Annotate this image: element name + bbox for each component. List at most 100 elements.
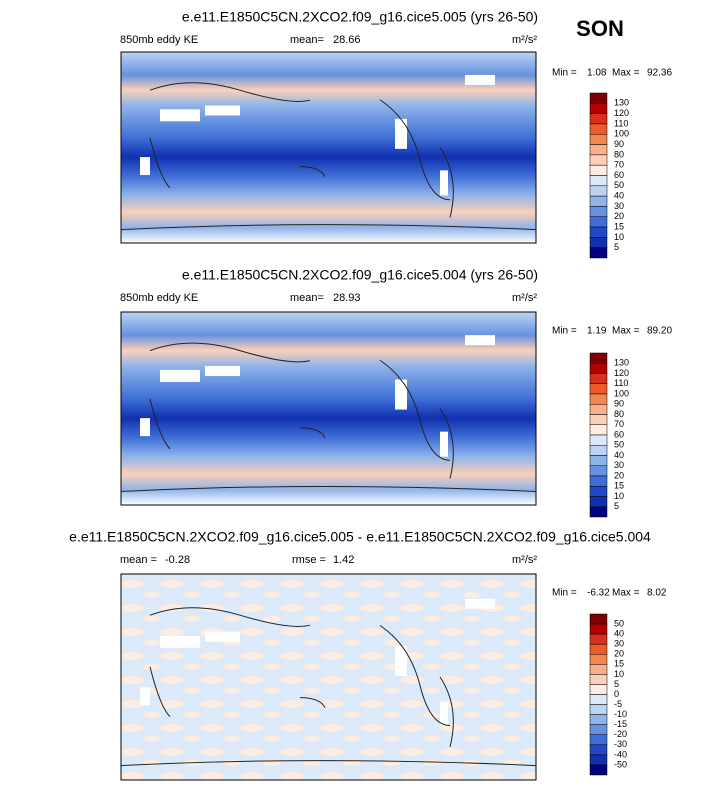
- colorbar-box: [589, 404, 608, 415]
- land-mask: [140, 157, 150, 176]
- colorbar-box: [589, 714, 608, 725]
- colorbar-box: [589, 724, 608, 735]
- units: m²/s²: [512, 554, 537, 566]
- colorbar-label: -30: [614, 739, 627, 749]
- max-label: Max =: [612, 68, 640, 79]
- land-mask: [205, 105, 240, 116]
- land-mask: [465, 335, 495, 346]
- colorbar-box: [589, 424, 608, 436]
- colorbar-label: 40: [614, 629, 624, 639]
- units: m²/s²: [512, 292, 537, 304]
- colorbar-box: [589, 643, 608, 655]
- colorbar-box: [589, 654, 608, 665]
- colorbar-label: 80: [614, 149, 624, 159]
- land-mask: [440, 170, 448, 196]
- min-label: Min =: [552, 588, 577, 599]
- colorbar-box: [589, 496, 608, 507]
- colorbar-box: [589, 247, 608, 259]
- colorbar-box: [589, 383, 608, 395]
- stat-label: mean=: [290, 292, 324, 304]
- colorbar-box: [589, 613, 608, 625]
- min-value: 1.08: [587, 68, 607, 79]
- land-mask: [160, 635, 200, 648]
- land-mask: [465, 74, 495, 85]
- land-mask: [395, 379, 407, 410]
- stat-value: 1.42: [333, 554, 354, 566]
- min-value: -6.32: [587, 588, 610, 599]
- colorbar-box: [589, 363, 608, 374]
- colorbar-box: [589, 694, 608, 705]
- stat-label: mean=: [290, 34, 324, 46]
- colorbar-label: 40: [614, 450, 624, 460]
- colorbar-box: [589, 754, 608, 766]
- colorbar-label: 80: [614, 409, 624, 419]
- land-mask: [205, 631, 240, 642]
- colorbar-label: -15: [614, 719, 627, 729]
- colorbar-label: 50: [614, 180, 624, 190]
- land-mask: [440, 431, 448, 457]
- colorbar-box: [589, 674, 608, 685]
- colorbar-label: 15: [614, 659, 624, 669]
- colorbar-box: [589, 185, 608, 197]
- stat-label: mean =: [120, 554, 157, 566]
- panel-title: e.e11.E1850C5CN.2XCO2.f09_g16.cice5.005 …: [69, 529, 651, 545]
- coastline: [120, 342, 537, 492]
- colorbar-box: [589, 164, 608, 176]
- colorbar-label: 20: [614, 649, 624, 659]
- colorbar-box: [589, 704, 608, 715]
- colorbar-box: [589, 475, 608, 487]
- colorbar-box: [589, 216, 608, 228]
- colorbar-box: [589, 226, 608, 238]
- colorbar-label: -10: [614, 709, 627, 719]
- colorbar-label: 130: [614, 358, 629, 368]
- max-label: Max =: [612, 326, 640, 337]
- units: m²/s²: [512, 34, 537, 46]
- panel-label: 850mb eddy KE: [120, 292, 198, 304]
- colorbar-label: 120: [614, 368, 629, 378]
- land-mask: [395, 118, 407, 149]
- land-mask: [205, 366, 240, 377]
- colorbar-label: 100: [614, 129, 629, 139]
- colorbar-box: [589, 744, 608, 756]
- colorbar-label: -50: [614, 759, 627, 769]
- max-value: 92.36: [647, 68, 672, 79]
- coastline: [120, 607, 537, 767]
- colorbar-box: [589, 434, 608, 446]
- colorbar-box: [589, 144, 608, 156]
- land-mask: [140, 687, 150, 706]
- colorbar-label: 15: [614, 481, 624, 491]
- colorbar-label: 5: [614, 242, 619, 252]
- colorbar-box: [589, 465, 608, 477]
- colorbar-box: [589, 195, 608, 207]
- colorbar-box: [589, 237, 608, 248]
- colorbar-label: 5: [614, 501, 619, 511]
- colorbar-label: 70: [614, 419, 624, 429]
- max-value: 8.02: [647, 588, 667, 599]
- stat-value: 28.93: [333, 292, 361, 304]
- land-mask: [140, 418, 150, 437]
- colorbar-box: [589, 92, 608, 104]
- colorbar-label: 70: [614, 160, 624, 170]
- colorbar-label: 0: [614, 689, 619, 699]
- colorbar-label: 40: [614, 191, 624, 201]
- min-label: Min =: [552, 326, 577, 337]
- colorbar-box: [589, 154, 608, 166]
- colorbar-label: 120: [614, 108, 629, 118]
- colorbar-box: [589, 414, 608, 425]
- colorbar-box: [589, 134, 608, 145]
- coastline: [120, 82, 537, 231]
- colorbar-box: [589, 623, 608, 635]
- stat-value: 28.66: [333, 34, 361, 46]
- colorbar-label: 90: [614, 139, 624, 149]
- colorbar-box: [589, 633, 608, 645]
- colorbar-label: 20: [614, 211, 624, 221]
- colorbar-label: 130: [614, 98, 629, 108]
- colorbar-box: [589, 123, 608, 135]
- colorbar-box: [589, 486, 608, 497]
- colorbar-label: -40: [614, 749, 627, 759]
- panel-title: e.e11.E1850C5CN.2XCO2.f09_g16.cice5.005 …: [182, 9, 538, 25]
- colorbar-label: 10: [614, 232, 624, 242]
- land-mask: [160, 109, 200, 122]
- colorbar-box: [589, 506, 608, 518]
